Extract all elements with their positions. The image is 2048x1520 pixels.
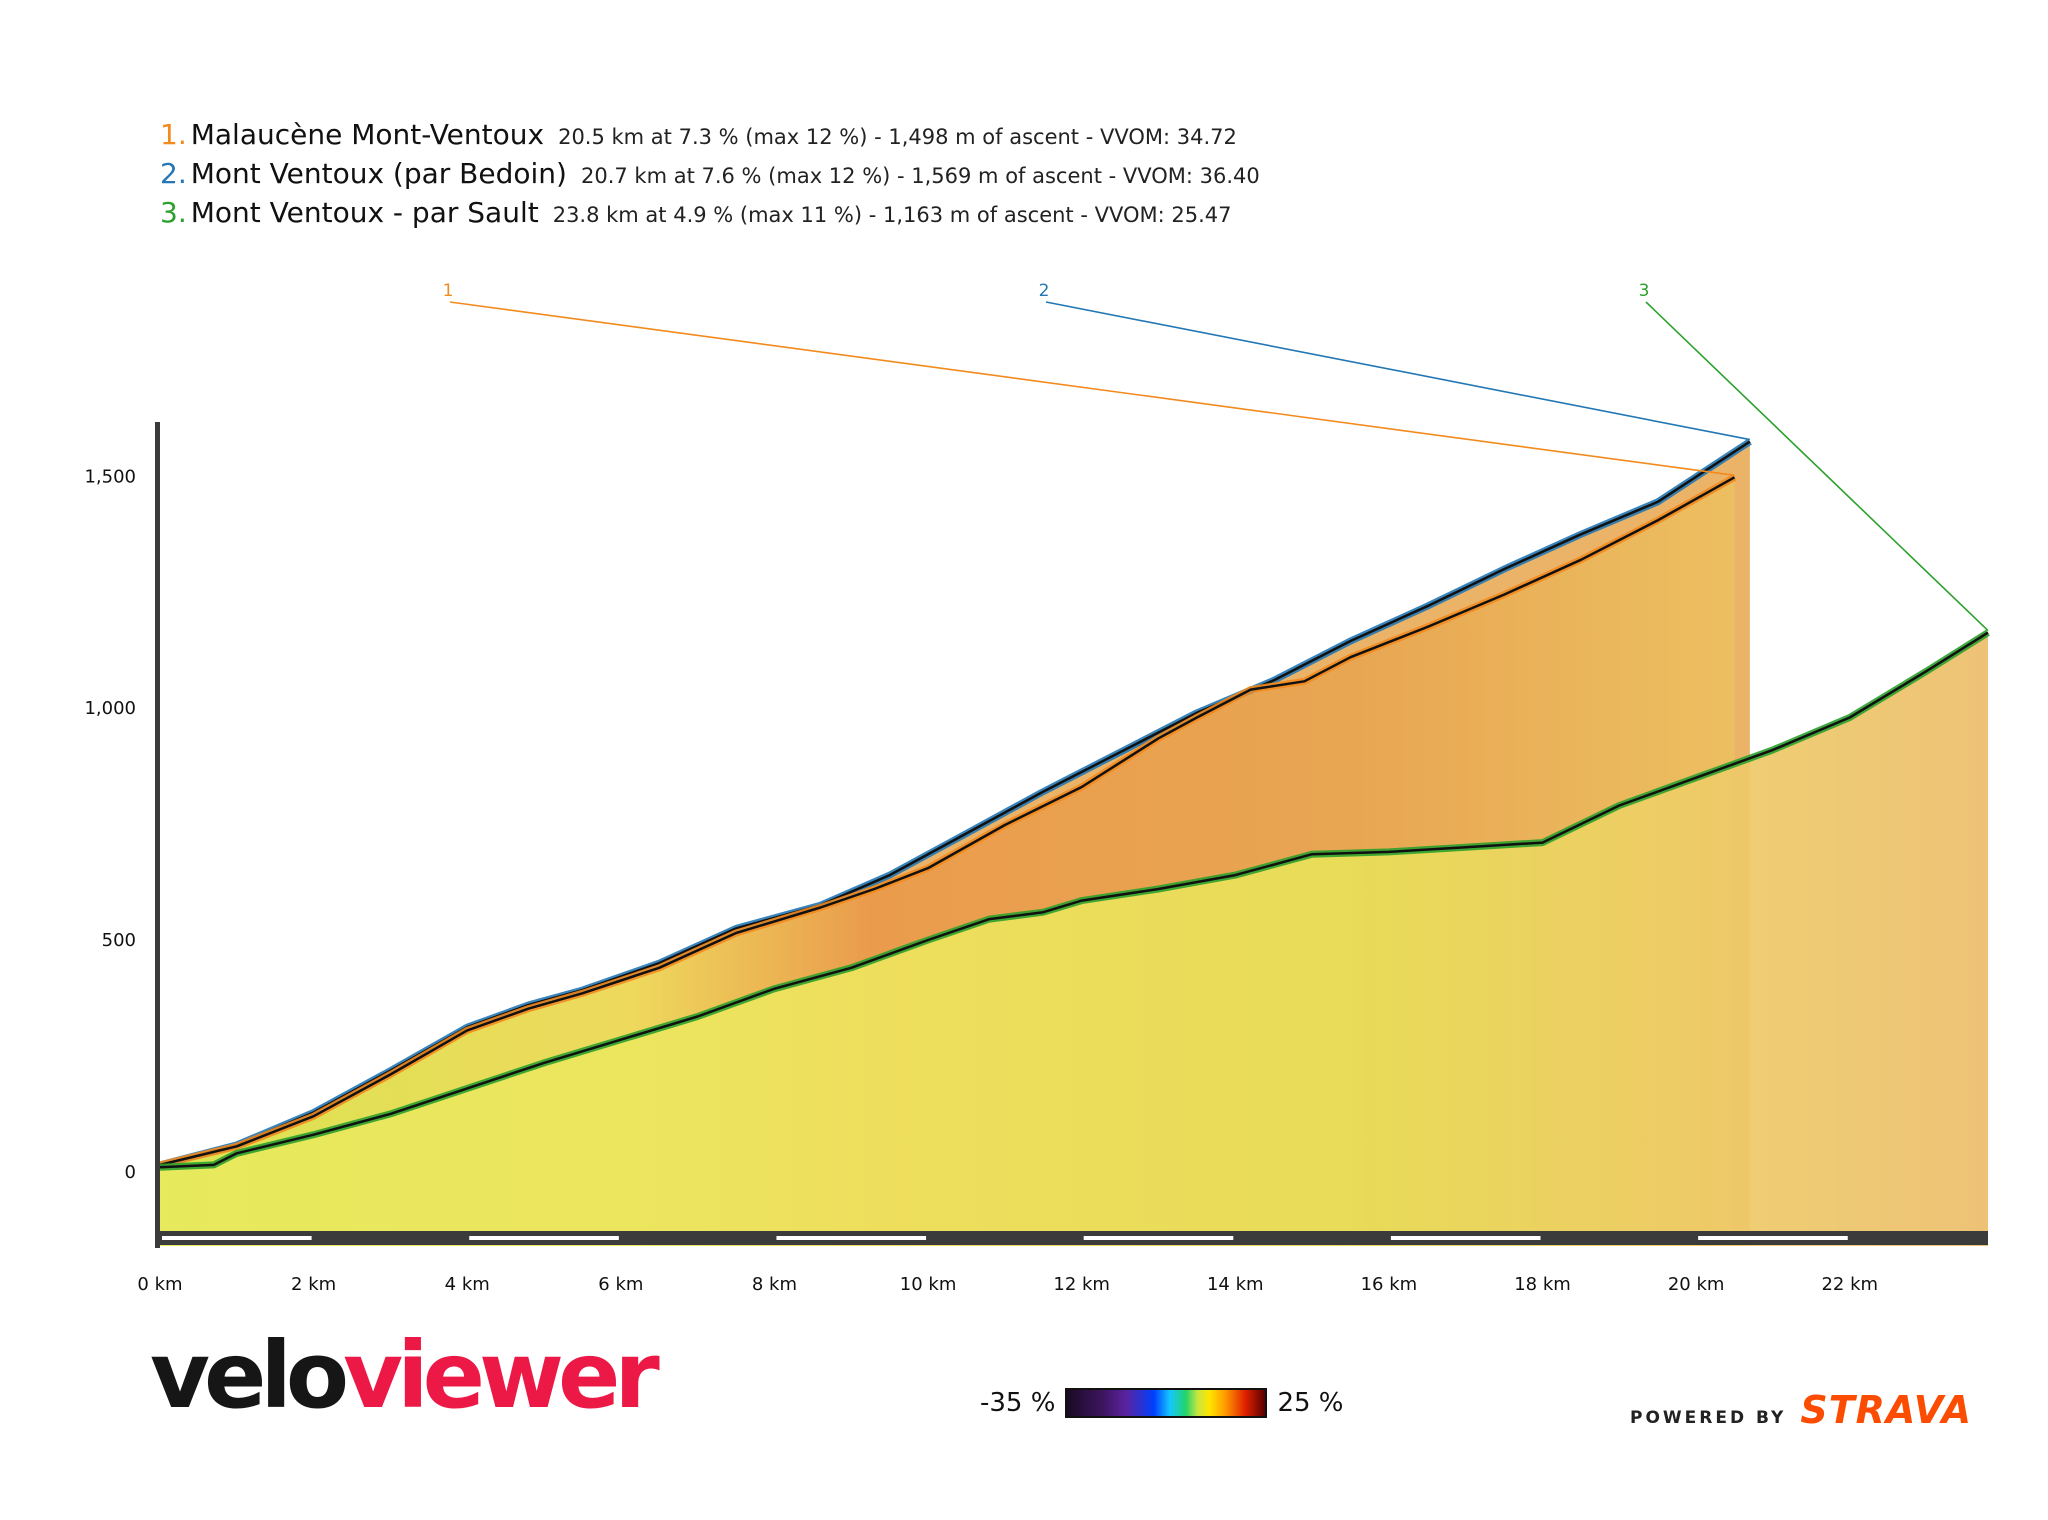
callout-label-1: 1 — [443, 281, 454, 301]
x-tick-label: 0 km — [137, 1274, 182, 1295]
profile-line-series-1 — [159, 476, 1736, 1167]
logo-velo: velo — [150, 1322, 349, 1429]
callout-lines: 1 2 3 — [443, 281, 1989, 632]
legend-number-3: 3. — [160, 196, 187, 229]
scale-min-label: -35 % — [980, 1388, 1056, 1418]
legend-entry-3: 3. Mont Ventoux - par Sault 23.8 km at 4… — [160, 196, 1260, 235]
callout-label-2: 2 — [1039, 281, 1050, 301]
profile-lines — [159, 438, 1990, 1171]
area-group-series-3 — [160, 632, 1988, 1246]
gradient-scale: -35 % 25 % — [980, 1388, 1344, 1418]
strava-logo: STRAVA — [1800, 1388, 1972, 1432]
logo-viewer: viewer — [343, 1322, 660, 1429]
legend-name-2: Mont Ventoux (par Bedoin) — [190, 157, 567, 190]
x-tick-label: 12 km — [1053, 1274, 1110, 1295]
legend-stats-3: 23.8 km at 4.9 % (max 11 %) - 1,163 m of… — [552, 203, 1232, 227]
y-tick-label: 1,500 — [84, 466, 136, 487]
legend-number-1: 1. — [160, 118, 187, 151]
profile-line-series-3 — [159, 631, 1989, 1169]
legend-entry-1: 1. Malaucène Mont-Ventoux 20.5 km at 7.3… — [160, 118, 1260, 157]
x-scale-segment — [1390, 1236, 1541, 1240]
x-axis-bar — [155, 1231, 1988, 1245]
x-tick-label: 22 km — [1821, 1274, 1878, 1295]
x-tick-label: 6 km — [598, 1274, 643, 1295]
x-tick-label: 14 km — [1207, 1274, 1264, 1295]
callout-line-3 — [1645, 301, 1989, 632]
x-tick-label: 18 km — [1514, 1274, 1571, 1295]
x-scale-segment — [162, 1236, 312, 1240]
legend-entry-2: 2. Mont Ventoux (par Bedoin) 20.7 km at … — [160, 157, 1260, 196]
legend-number-2: 2. — [160, 157, 187, 190]
powered-by-strava: POWERED BY STRAVA — [1630, 1388, 1972, 1432]
y-tick-label: 1,000 — [84, 698, 136, 719]
x-scale-segment — [776, 1236, 927, 1240]
scale-max-label: 25 % — [1277, 1388, 1344, 1418]
callout-line-2 — [1045, 301, 1751, 441]
x-tick-label: 20 km — [1668, 1274, 1725, 1295]
x-tick-label: 8 km — [752, 1274, 797, 1295]
veloviewer-logo: veloviewer — [150, 1330, 660, 1422]
legend-name-1: Malaucène Mont-Ventoux — [190, 118, 545, 151]
gradient-color-bar — [1065, 1388, 1268, 1418]
x-tick-label: 4 km — [445, 1274, 490, 1295]
callout-line-1 — [449, 301, 1735, 477]
y-axis-bar — [155, 422, 160, 1248]
y-tick-label: 500 — [102, 930, 136, 951]
x-scale-segment — [469, 1236, 619, 1240]
legend-stats-1: 20.5 km at 7.3 % (max 12 %) - 1,498 m of… — [558, 125, 1237, 149]
powered-by-text: POWERED BY — [1630, 1408, 1787, 1428]
legend-stats-2: 20.7 km at 7.6 % (max 12 %) - 1,569 m of… — [580, 164, 1260, 188]
legend-name-3: Mont Ventoux - par Sault — [190, 196, 539, 229]
y-tick-label: 0 — [125, 1162, 136, 1183]
chart-legend: 1. Malaucène Mont-Ventoux 20.5 km at 7.3… — [160, 118, 1260, 235]
x-scale-segment — [1083, 1236, 1234, 1240]
x-tick-label: 16 km — [1361, 1274, 1418, 1295]
x-tick-label: 10 km — [900, 1274, 957, 1295]
area-series-3 — [160, 632, 1988, 1246]
chart-axes: 0 km 2 km 4 km 6 km 8 km 10 km 12 km 14 km 16 km… — [84, 422, 1988, 1295]
x-tick-label: 2 km — [291, 1274, 336, 1295]
callout-label-3: 3 — [1639, 281, 1650, 301]
x-scale-segment — [1698, 1236, 1848, 1240]
